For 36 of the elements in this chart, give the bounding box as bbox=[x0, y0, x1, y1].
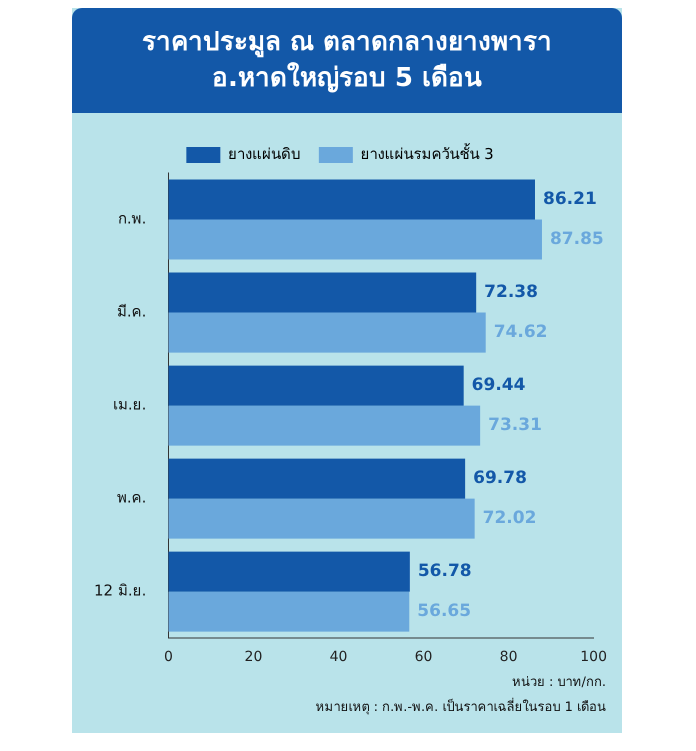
data-label: 69.44 bbox=[472, 374, 526, 395]
data-label: 72.02 bbox=[482, 508, 536, 528]
bar bbox=[168, 405, 480, 446]
bar bbox=[168, 498, 475, 538]
data-label: 74.62 bbox=[494, 322, 548, 342]
bar bbox=[168, 179, 535, 220]
data-label: 86.21 bbox=[542, 188, 597, 209]
x-tick-label: 80 bbox=[500, 649, 518, 666]
bar bbox=[168, 365, 464, 406]
data-label: 69.78 bbox=[473, 468, 527, 488]
x-tick-label: 0 bbox=[164, 649, 173, 666]
text: หมายเหตุ : ก.พ.-พ.ค. เป็นราคาเฉลี่ยในรอบ 1 เดือน bbox=[314, 696, 607, 717]
text: หน่วย : บาท/กก. bbox=[510, 674, 607, 692]
y-tick-label: ก.พ. bbox=[118, 209, 146, 228]
x-tick-label: 40 bbox=[330, 649, 348, 666]
bar bbox=[168, 272, 476, 312]
bar bbox=[168, 312, 486, 352]
y-tick-label: พ.ค. bbox=[116, 488, 146, 506]
x-tick-label: 60 bbox=[414, 649, 432, 666]
data-label: 87.85 bbox=[550, 228, 604, 249]
data-label: 56.78 bbox=[418, 560, 472, 581]
data-label: 56.65 bbox=[417, 600, 472, 621]
legend-label: ยางแผ่นดิบ bbox=[228, 144, 301, 163]
y-tick-label: เม.ย. bbox=[112, 395, 146, 414]
legend-label: ยางแผ่นรมควันชั้น 3 bbox=[360, 142, 494, 163]
y-tick-label: 12 มิ.ย. bbox=[94, 581, 146, 600]
x-tick-label: 20 bbox=[244, 649, 262, 666]
bar bbox=[168, 458, 466, 498]
x-tick-label: 100 bbox=[580, 649, 608, 666]
bar bbox=[168, 551, 410, 592]
bar bbox=[168, 591, 410, 632]
data-label: 73.31 bbox=[488, 414, 542, 435]
chart-title: ราคาประมูล ณ ตลาดกลางยางพารา อ.หาดใหญ่รอบ 5 เดือน bbox=[72, 8, 622, 113]
bar bbox=[168, 219, 542, 260]
y-tick-label: มี.ค. bbox=[116, 302, 146, 320]
data-label: 72.38 bbox=[484, 282, 538, 302]
